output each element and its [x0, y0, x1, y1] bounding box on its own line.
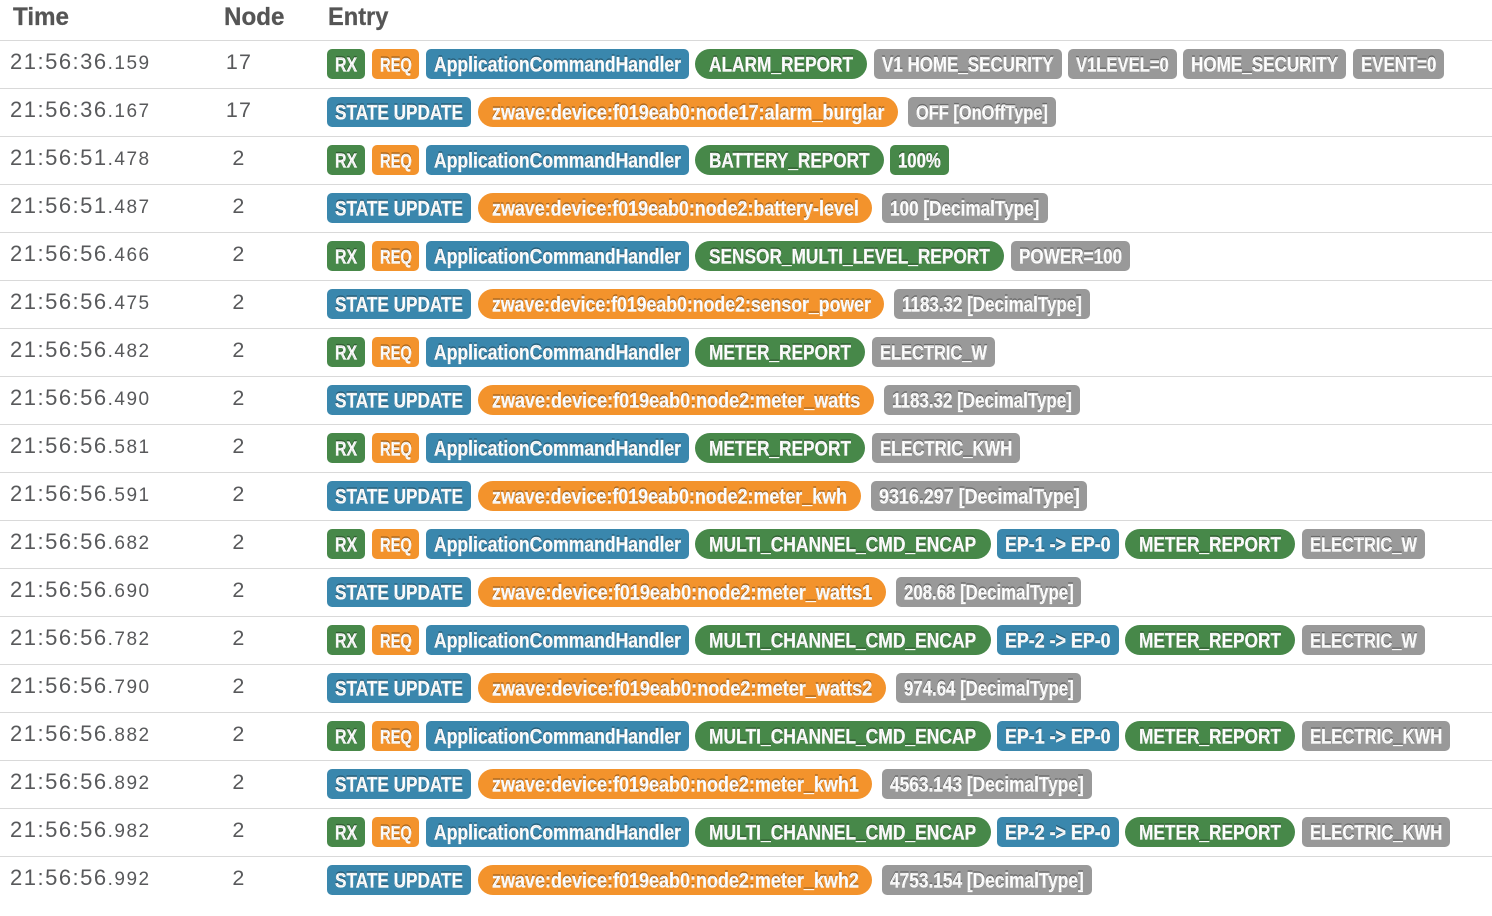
svg-text:ApplicationCommandHandler: ApplicationCommandHandler — [434, 244, 682, 268]
svg-text:ApplicationCommandHandler: ApplicationCommandHandler — [434, 724, 682, 748]
svg-text:1183.32 [DecimalType]: 1183.32 [DecimalType] — [892, 389, 1072, 412]
svg-text:ApplicationCommandHandler: ApplicationCommandHandler — [434, 148, 682, 172]
svg-text:zwave:device:f019eab0:node2:me: zwave:device:f019eab0:node2:meter_watts1 — [492, 580, 872, 604]
svg-text:RX: RX — [335, 342, 358, 364]
svg-text:STATE UPDATE: STATE UPDATE — [335, 292, 463, 316]
svg-text:STATE UPDATE: STATE UPDATE — [335, 580, 463, 604]
svg-text:V1 HOME_SECURITY: V1 HOME_SECURITY — [882, 53, 1054, 76]
svg-text:EP-1 -> EP-0: EP-1 -> EP-0 — [1005, 532, 1111, 556]
svg-text:100%: 100% — [898, 149, 941, 172]
svg-text:zwave:device:f019eab0:node2:me: zwave:device:f019eab0:node2:meter_watts2 — [492, 676, 872, 700]
svg-text:MULTI_CHANNEL_CMD_ENCAP: MULTI_CHANNEL_CMD_ENCAP — [709, 532, 976, 556]
svg-text:REQ: REQ — [380, 439, 412, 460]
svg-text:RX: RX — [335, 630, 358, 652]
svg-text:STATE UPDATE: STATE UPDATE — [335, 676, 463, 700]
svg-text:RX: RX — [335, 54, 358, 76]
svg-text:ELECTRIC_W: ELECTRIC_W — [1310, 629, 1417, 652]
svg-text:4753.154 [DecimalType]: 4753.154 [DecimalType] — [890, 868, 1084, 892]
svg-text:zwave:device:f019eab0:node2:se: zwave:device:f019eab0:node2:sensor_power — [492, 292, 871, 316]
svg-text:RX: RX — [335, 150, 358, 172]
svg-text:Time: Time — [13, 3, 69, 31]
svg-text:RX: RX — [335, 246, 358, 268]
svg-text:RX: RX — [335, 534, 358, 556]
svg-text:ApplicationCommandHandler: ApplicationCommandHandler — [434, 340, 682, 364]
svg-text:METER_REPORT: METER_REPORT — [1139, 820, 1281, 844]
svg-text:REQ: REQ — [380, 631, 412, 652]
svg-text:RX: RX — [335, 726, 358, 748]
svg-text:ELECTRIC_KWH: ELECTRIC_KWH — [880, 437, 1012, 460]
svg-text:REQ: REQ — [380, 151, 412, 172]
svg-text:MULTI_CHANNEL_CMD_ENCAP: MULTI_CHANNEL_CMD_ENCAP — [709, 628, 976, 652]
svg-text:zwave:device:f019eab0:node17:a: zwave:device:f019eab0:node17:alarm_burgl… — [492, 100, 885, 124]
svg-text:STATE UPDATE: STATE UPDATE — [335, 772, 463, 796]
svg-text:STATE UPDATE: STATE UPDATE — [335, 484, 463, 508]
svg-text:REQ: REQ — [380, 55, 412, 76]
svg-text:STATE UPDATE: STATE UPDATE — [335, 196, 463, 220]
svg-text:ApplicationCommandHandler: ApplicationCommandHandler — [434, 820, 682, 844]
svg-text:REQ: REQ — [380, 247, 412, 268]
svg-text:REQ: REQ — [380, 727, 412, 748]
svg-text:ELECTRIC_KWH: ELECTRIC_KWH — [1310, 725, 1442, 748]
svg-text:4563.143 [DecimalType]: 4563.143 [DecimalType] — [890, 772, 1084, 796]
svg-text:Entry: Entry — [328, 3, 388, 31]
svg-text:zwave:device:f019eab0:node2:me: zwave:device:f019eab0:node2:meter_kwh — [492, 484, 847, 508]
svg-text:zwave:device:f019eab0:node2:me: zwave:device:f019eab0:node2:meter_kwh2 — [492, 868, 859, 892]
svg-text:POWER=100: POWER=100 — [1019, 244, 1122, 268]
svg-text:OFF [OnOffType]: OFF [OnOffType] — [916, 101, 1048, 124]
svg-text:ApplicationCommandHandler: ApplicationCommandHandler — [434, 436, 682, 460]
svg-text:METER_REPORT: METER_REPORT — [1139, 532, 1281, 556]
svg-text:ELECTRIC_W: ELECTRIC_W — [1310, 533, 1417, 556]
svg-text:RX: RX — [335, 822, 358, 844]
svg-text:EP-1 -> EP-0: EP-1 -> EP-0 — [1005, 724, 1111, 748]
svg-text:METER_REPORT: METER_REPORT — [1139, 628, 1281, 652]
svg-text:974.64 [DecimalType]: 974.64 [DecimalType] — [904, 677, 1074, 700]
svg-text:Node: Node — [224, 3, 284, 31]
svg-text:zwave:device:f019eab0:node2:ba: zwave:device:f019eab0:node2:battery-leve… — [492, 196, 859, 220]
svg-text:EP-2 -> EP-0: EP-2 -> EP-0 — [1005, 820, 1111, 844]
svg-text:EP-2 -> EP-0: EP-2 -> EP-0 — [1005, 628, 1111, 652]
svg-text:METER_REPORT: METER_REPORT — [709, 436, 851, 460]
svg-text:ApplicationCommandHandler: ApplicationCommandHandler — [434, 628, 682, 652]
svg-text:REQ: REQ — [380, 535, 412, 556]
svg-text:ELECTRIC_KWH: ELECTRIC_KWH — [1310, 821, 1442, 844]
svg-text:ApplicationCommandHandler: ApplicationCommandHandler — [434, 52, 682, 76]
svg-text:zwave:device:f019eab0:node2:me: zwave:device:f019eab0:node2:meter_watts — [492, 388, 860, 412]
svg-text:MULTI_CHANNEL_CMD_ENCAP: MULTI_CHANNEL_CMD_ENCAP — [709, 820, 976, 844]
svg-text:STATE UPDATE: STATE UPDATE — [335, 868, 463, 892]
svg-text:HOME_SECURITY: HOME_SECURITY — [1191, 52, 1338, 76]
svg-text:9316.297 [DecimalType]: 9316.297 [DecimalType] — [879, 484, 1080, 508]
svg-text:1183.32 [DecimalType]: 1183.32 [DecimalType] — [902, 293, 1082, 316]
svg-text:zwave:device:f019eab0:node2:me: zwave:device:f019eab0:node2:meter_kwh1 — [492, 772, 859, 796]
svg-text:STATE UPDATE: STATE UPDATE — [335, 100, 463, 124]
svg-text:ALARM_REPORT: ALARM_REPORT — [709, 52, 853, 76]
svg-text:REQ: REQ — [380, 343, 412, 364]
svg-text:SENSOR_MULTI_LEVEL_REPORT: SENSOR_MULTI_LEVEL_REPORT — [709, 244, 990, 268]
svg-text:ELECTRIC_W: ELECTRIC_W — [880, 341, 987, 364]
svg-text:ApplicationCommandHandler: ApplicationCommandHandler — [434, 532, 682, 556]
svg-text:REQ: REQ — [380, 823, 412, 844]
svg-text:BATTERY_REPORT: BATTERY_REPORT — [709, 148, 870, 172]
svg-text:EVENT=0: EVENT=0 — [1361, 53, 1436, 76]
svg-text:208.68 [DecimalType]: 208.68 [DecimalType] — [904, 581, 1074, 604]
svg-text:100 [DecimalType]: 100 [DecimalType] — [890, 196, 1039, 220]
svg-text:METER_REPORT: METER_REPORT — [1139, 724, 1281, 748]
svg-text:MULTI_CHANNEL_CMD_ENCAP: MULTI_CHANNEL_CMD_ENCAP — [709, 724, 976, 748]
svg-text:RX: RX — [335, 438, 358, 460]
svg-text:STATE UPDATE: STATE UPDATE — [335, 388, 463, 412]
svg-text:V1LEVEL=0: V1LEVEL=0 — [1076, 53, 1169, 76]
svg-text:METER_REPORT: METER_REPORT — [709, 340, 851, 364]
